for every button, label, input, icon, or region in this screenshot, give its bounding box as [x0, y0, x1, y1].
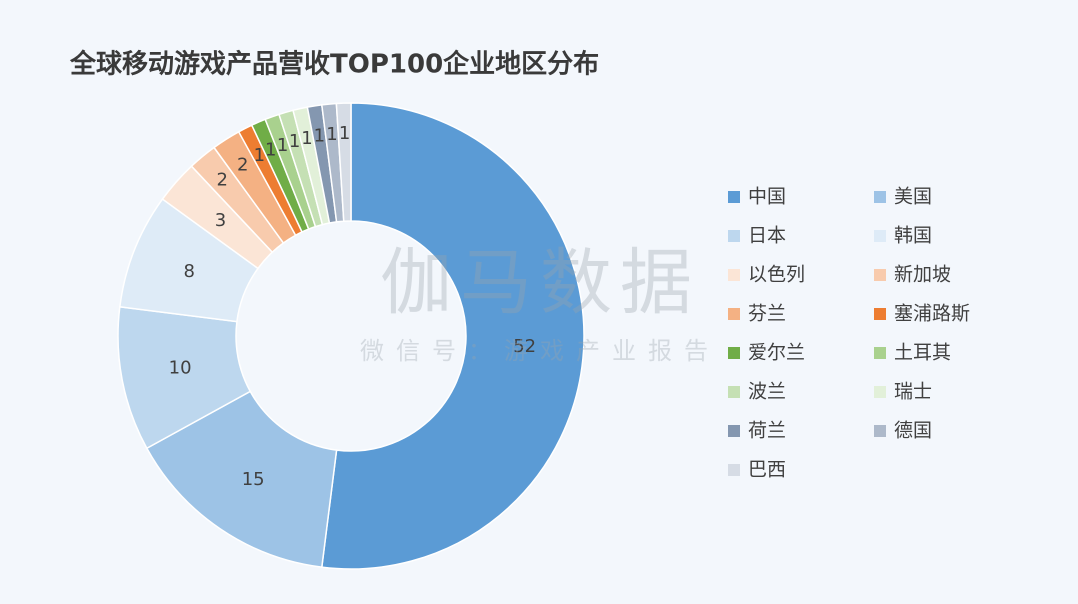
- data-label: 1: [254, 145, 265, 166]
- donut-slice: [145, 390, 338, 569]
- legend-swatch: [874, 191, 886, 203]
- data-label: 2: [237, 154, 248, 175]
- legend-label: 瑞士: [894, 381, 932, 403]
- watermark: 伽马数据: [380, 241, 700, 325]
- data-label: 1: [277, 135, 288, 156]
- legend-label: 荷兰: [748, 420, 786, 442]
- legend-swatch: [728, 464, 740, 476]
- data-label: 1: [301, 128, 312, 149]
- legend-swatch: [728, 308, 740, 320]
- donut-slice: [320, 102, 585, 570]
- legend-label: 美国: [894, 186, 932, 208]
- watermark-sub: 微信号：游戏产业报告: [360, 337, 720, 365]
- data-label: 1: [339, 123, 350, 144]
- data-label: 15: [242, 469, 265, 490]
- legend-swatch: [728, 386, 740, 398]
- data-label: 1: [289, 131, 300, 152]
- legend-label: 芬兰: [748, 303, 786, 325]
- legend-swatch: [728, 230, 740, 242]
- legend-label: 韩国: [894, 225, 932, 247]
- legend-label: 新加坡: [894, 264, 951, 286]
- data-label: 1: [326, 124, 337, 145]
- legend-swatch: [728, 269, 740, 281]
- legend-swatch: [874, 269, 886, 281]
- donut-slice: [335, 102, 352, 223]
- legend-swatch: [728, 347, 740, 359]
- data-label: 1: [314, 125, 325, 146]
- legend-label: 土耳其: [894, 342, 951, 364]
- data-label: 8: [183, 261, 194, 282]
- chart-title: 全球移动游戏产品营收TOP100企业地区分布: [69, 49, 599, 80]
- legend-label: 波兰: [748, 381, 786, 403]
- legend-swatch: [874, 230, 886, 242]
- legend-label: 塞浦路斯: [894, 303, 970, 325]
- legend-label: 德国: [894, 420, 932, 442]
- data-label: 3: [215, 210, 226, 231]
- legend-label: 巴西: [748, 459, 786, 481]
- legend-swatch: [874, 386, 886, 398]
- data-label: 10: [169, 358, 192, 379]
- legend-swatch: [874, 425, 886, 437]
- legend-swatch: [728, 425, 740, 437]
- data-label: 52: [513, 336, 536, 357]
- legend-label: 爱尔兰: [748, 342, 805, 364]
- data-label: 1: [265, 140, 276, 161]
- legend-label: 以色列: [748, 264, 805, 286]
- legend-swatch: [874, 308, 886, 320]
- legend-label: 日本: [748, 225, 786, 247]
- legend-label: 中国: [748, 186, 786, 208]
- legend-swatch: [874, 347, 886, 359]
- legend-swatch: [728, 191, 740, 203]
- data-label: 2: [217, 169, 228, 190]
